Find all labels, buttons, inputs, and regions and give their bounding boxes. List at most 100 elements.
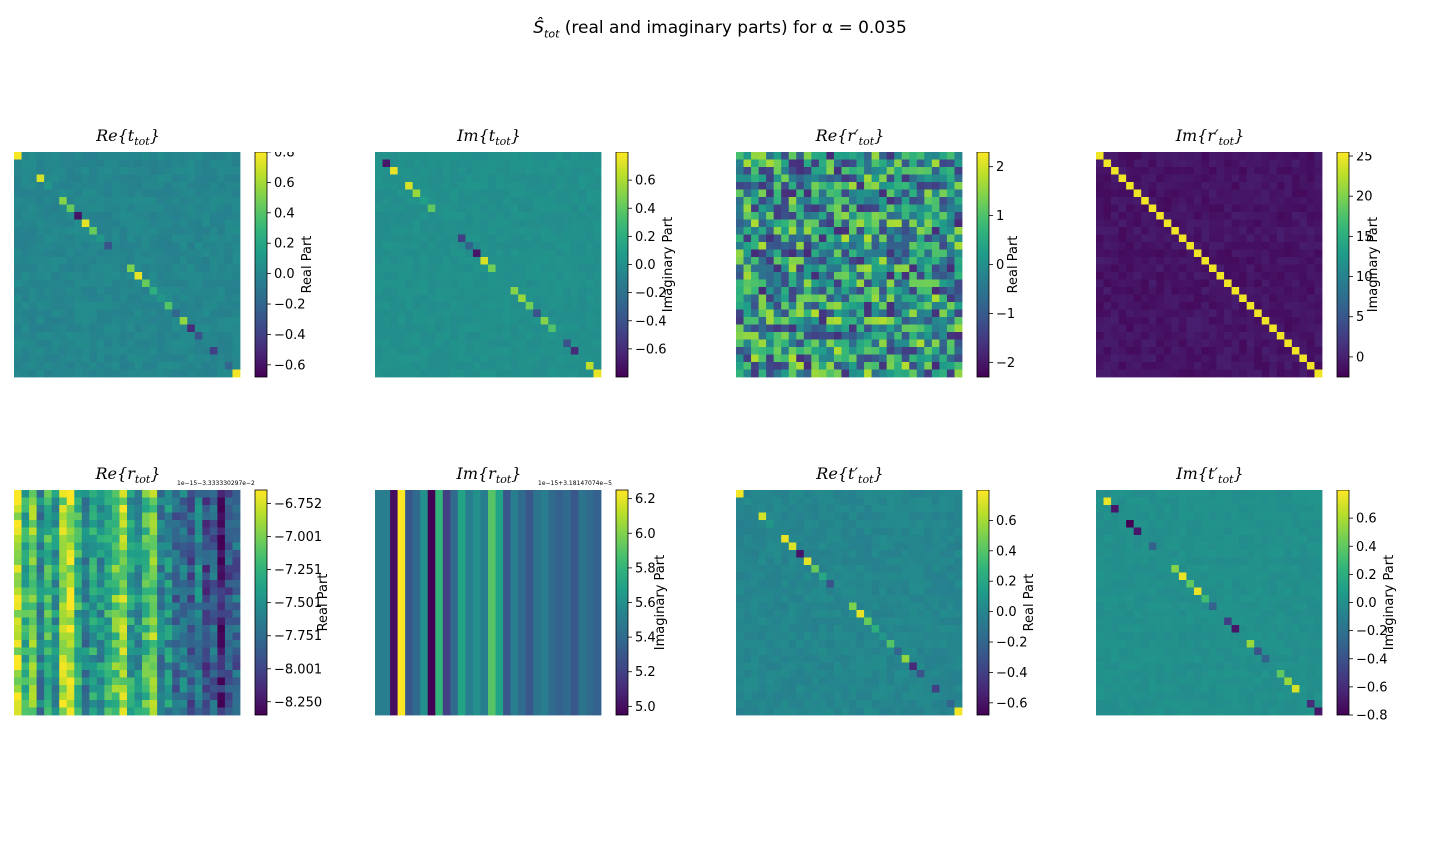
heatmap-cell: [796, 167, 805, 175]
heatmap-cell: [104, 632, 113, 641]
heatmap-cell: [495, 332, 504, 340]
heatmap-cell: [157, 264, 166, 273]
heatmap-cell: [871, 219, 880, 228]
heatmap-cell: [555, 317, 564, 325]
heatmap-cell: [187, 159, 196, 168]
heatmap-cell: [480, 339, 489, 348]
heatmap-cell: [14, 212, 22, 220]
heatmap-cell: [1103, 219, 1112, 228]
heatmap-cell: [1231, 257, 1240, 265]
heatmap-cell: [29, 294, 37, 303]
panel-re-ttot: Re{ttot} −0.6 −0.4 −0.2 0.0 0.2 0.4 0.6 0.8 Real…: [14, 126, 364, 452]
heatmap-cell: [66, 640, 75, 648]
heatmap-cell: [157, 317, 166, 325]
heatmap-cell: [202, 707, 211, 716]
heatmap-cell: [217, 512, 226, 521]
heatmap-cell: [157, 354, 166, 363]
heatmap-cell: [495, 324, 504, 333]
heatmap-cell: [781, 212, 790, 220]
heatmap-cell: [164, 512, 173, 521]
heatmap-cell: [51, 655, 60, 663]
colorbar-tick-label: −0.2: [635, 286, 667, 301]
heatmap-cell: [901, 204, 910, 213]
heatmap-cell: [127, 542, 135, 551]
heatmap-cell: [1261, 264, 1270, 273]
heatmap-cell: [405, 272, 414, 280]
heatmap-cell: [427, 257, 436, 265]
heatmap-cell: [1231, 272, 1240, 280]
heatmap-cell: [503, 317, 511, 325]
heatmap-cell: [841, 249, 850, 258]
heatmap-cell: [435, 535, 444, 543]
heatmap-cell: [36, 520, 45, 528]
heatmap-cell: [111, 707, 120, 716]
heatmap-cell: [172, 707, 181, 716]
heatmap-cell: [81, 565, 90, 573]
heatmap-cell: [435, 212, 444, 220]
heatmap-cell: [209, 234, 218, 243]
heatmap-cell: [382, 227, 391, 235]
heatmap-cell: [1224, 279, 1232, 288]
heatmap-cell: [1193, 279, 1202, 288]
heatmap-cell: [525, 550, 534, 558]
heatmap-cell: [518, 182, 527, 190]
heatmap-cell: [442, 324, 451, 333]
heatmap-cell: [758, 347, 767, 355]
heatmap-cell: [803, 272, 812, 280]
heatmap-cell: [1201, 317, 1210, 325]
heatmap-cell: [751, 197, 759, 205]
heatmap-cell: [488, 227, 496, 235]
heatmap-cell: [405, 242, 414, 250]
heatmap-cell: [1306, 167, 1315, 175]
heatmap-cell: [36, 692, 45, 701]
heatmap-cell: [435, 249, 444, 258]
heatmap-cell: [89, 354, 98, 363]
heatmap-cell: [427, 354, 436, 363]
heatmap-cell: [1216, 249, 1225, 258]
heatmap-cell: [909, 294, 918, 303]
heatmap-cell: [1118, 294, 1127, 303]
heatmap-cell: [224, 302, 233, 310]
heatmap-cell: [1141, 362, 1150, 370]
heatmap-cell: [924, 354, 933, 363]
heatmap-cell: [1269, 272, 1278, 280]
heatmap-cell: [593, 152, 602, 160]
heatmap-cell: [1111, 302, 1119, 310]
heatmap-cell: [1111, 339, 1119, 348]
heatmap-cell: [187, 655, 196, 663]
heatmap-cell: [44, 317, 53, 325]
heatmap-cell: [1231, 197, 1240, 205]
heatmap-cell: [1096, 234, 1104, 243]
heatmap-cell: [788, 152, 797, 160]
heatmap-cell: [119, 347, 128, 355]
heatmap-cell: [488, 369, 496, 378]
heatmap-cell: [149, 662, 158, 671]
heatmap-cell: [450, 309, 459, 318]
heatmap-cell: [157, 287, 166, 295]
heatmap-cell: [518, 542, 527, 551]
heatmap-cell: [209, 279, 218, 288]
heatmap-cell: [172, 197, 181, 205]
heatmap-cell: [954, 227, 963, 235]
heatmap-cell: [405, 324, 414, 333]
heatmap-cell: [1171, 317, 1180, 325]
heatmap-cell: [81, 167, 90, 175]
heatmap-cell: [179, 505, 188, 513]
heatmap-cell: [924, 317, 933, 325]
heatmap-cell: [435, 317, 444, 325]
heatmap-cell: [96, 520, 105, 528]
heatmap-cell: [480, 580, 489, 588]
heatmap-cell: [1306, 249, 1315, 258]
heatmap-cell: [232, 189, 241, 198]
heatmap-cell: [187, 369, 196, 378]
heatmap-cell: [36, 542, 45, 551]
heatmap-cell: [435, 174, 444, 183]
heatmap-cell: [886, 189, 895, 198]
heatmap-cell: [1141, 204, 1150, 213]
heatmap-cell: [909, 204, 918, 213]
heatmap-cell: [811, 369, 820, 378]
heatmap-cell: [164, 287, 173, 295]
heatmap-cell: [442, 309, 451, 318]
heatmap-cell: [172, 692, 181, 701]
